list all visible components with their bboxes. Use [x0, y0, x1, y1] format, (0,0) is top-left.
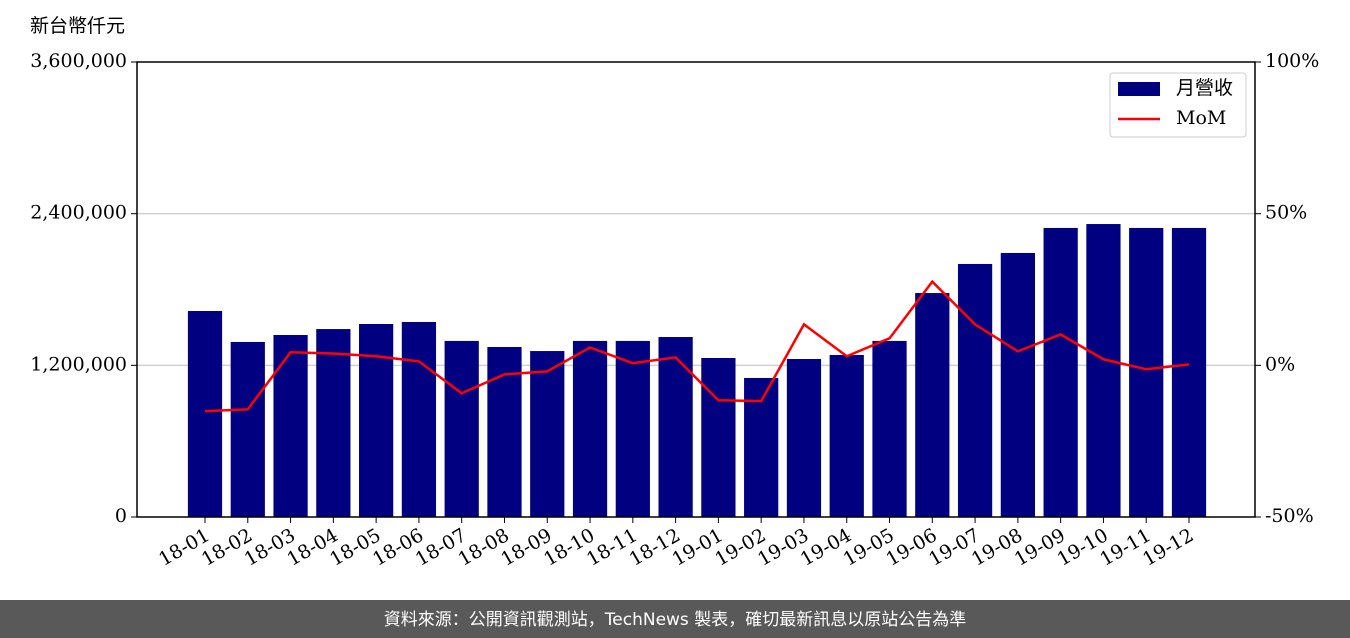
bar [572, 340, 608, 517]
plot-frame [136, 61, 1256, 518]
y2-tick-label: 50% [1265, 202, 1307, 224]
bar [316, 329, 351, 517]
bar [1086, 224, 1121, 517]
bar [658, 337, 693, 517]
bar [187, 310, 223, 517]
bar [230, 341, 265, 517]
y-tick-label: 2,400,000 [30, 202, 127, 224]
footer-bar [0, 600, 1350, 638]
bar [273, 335, 308, 517]
y-tick-label: 1,200,000 [30, 353, 127, 375]
legend-swatch [1118, 82, 1160, 96]
bar [1129, 227, 1164, 517]
bar [701, 358, 736, 517]
bar [957, 263, 993, 517]
bar [829, 354, 864, 517]
y2-tick-label: 100% [1265, 50, 1319, 72]
bar [530, 351, 565, 517]
y2-tick-label: -50% [1265, 505, 1314, 527]
bar [1171, 227, 1207, 517]
bar [872, 340, 907, 517]
bar [615, 340, 650, 517]
y-tick-label: 0 [115, 505, 127, 527]
line [204, 279, 1190, 413]
y-axis-label: 新台幣仟元 [30, 15, 125, 37]
y2-tick-label: 0% [1265, 353, 1295, 375]
bar [359, 324, 394, 517]
bar [786, 359, 822, 517]
legend-label: 月營收 [1176, 77, 1233, 99]
bar [915, 293, 950, 517]
x-tick-label: 19-12 [1139, 524, 1197, 570]
bar [444, 340, 479, 517]
legend-label: MoM [1176, 107, 1226, 129]
bar [401, 321, 437, 517]
bar [1043, 227, 1078, 517]
y-tick-label: 3,600,000 [30, 50, 127, 72]
bar [1000, 252, 1035, 517]
footer: 資料來源：公開資訊觀測站，TechNews 製表，確切最新訊息以原站公告為準 [384, 610, 966, 630]
